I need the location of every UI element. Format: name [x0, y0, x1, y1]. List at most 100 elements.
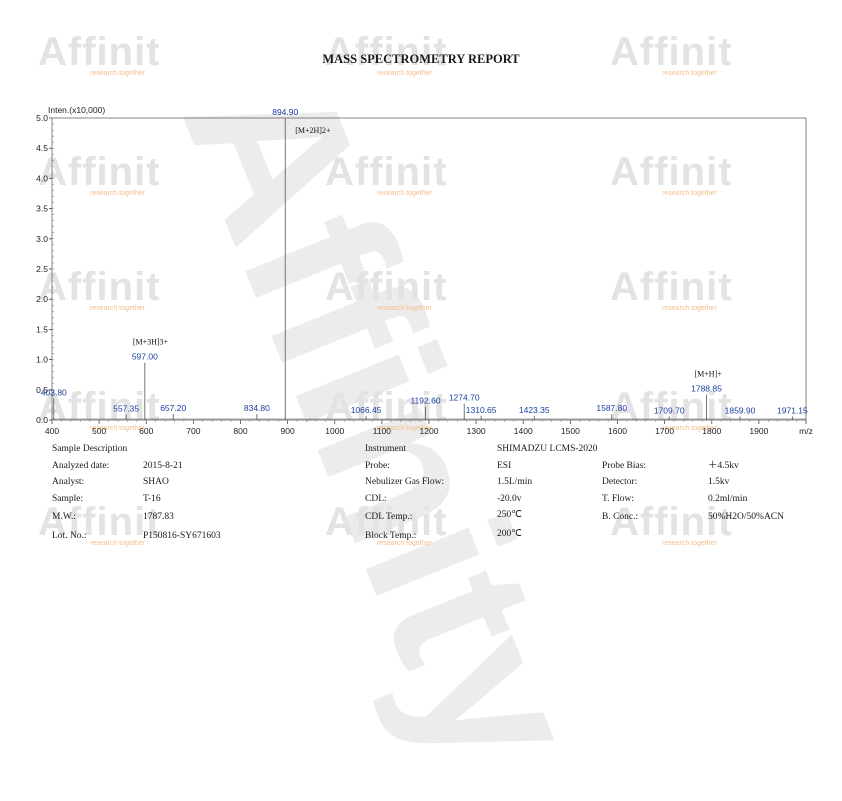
watermark-tagline: research together — [662, 70, 717, 77]
peak-label: 597.00 — [132, 352, 158, 362]
watermark-logo: Affinit — [610, 150, 733, 194]
cdl-label: CDL: — [365, 494, 387, 504]
y-tick-label: 4.5 — [36, 143, 48, 153]
probe-value: ESI — [497, 461, 512, 471]
watermark-tagline: research together — [662, 425, 717, 432]
sample-label: Sample: — [52, 494, 84, 504]
chart-labels: 403.80 557.35 597.00 657.20 834.80 894.90 1066… — [41, 107, 808, 415]
sample-value: T-16 — [143, 494, 161, 504]
peak-annotation: [M+2H]2+ — [295, 126, 331, 135]
peak-annotation: [M+H]+ — [694, 370, 722, 379]
peak-label: 557.35 — [113, 404, 139, 414]
watermark-logo: Affinit — [610, 30, 733, 74]
watermark-tagline: research together — [662, 540, 717, 547]
peak-label: 834.80 — [244, 403, 270, 413]
watermark-tagline: research together — [377, 425, 432, 432]
t-flow-label: T. Flow: — [602, 494, 635, 504]
detector-label: Detector: — [602, 477, 638, 487]
mw-label: M.W.: — [52, 512, 76, 522]
lot-no-label: Lot. No.: — [52, 531, 87, 541]
y-tick-label: 1.0 — [36, 355, 48, 365]
x-tick-label: 1700 — [655, 426, 674, 436]
watermark-logo: Affinit — [325, 265, 448, 309]
y-tick-label: 2.0 — [36, 294, 48, 304]
block-temp-label: Block Temp.: — [365, 531, 417, 541]
instrument-heading: Instrument — [365, 444, 407, 454]
x-tick-label: 400 — [45, 426, 59, 436]
x-tick-label: 1000 — [325, 426, 344, 436]
y-tick-label: 4.0 — [36, 173, 48, 183]
instrument-model: SHIMADZU LCMS-2020 — [497, 444, 598, 454]
x-tick-label: m/z — [799, 426, 813, 436]
watermark-tagline: research together — [662, 305, 717, 312]
watermark-tagline: research together — [662, 190, 717, 197]
t-flow-value: 0.2ml/min — [708, 494, 748, 504]
analyzed-date-label: Analyzed date: — [52, 461, 110, 471]
chart-peaks — [52, 118, 806, 420]
b-conc-label: B. Conc.: — [602, 512, 639, 522]
x-tick-label: 1800 — [702, 426, 721, 436]
peak-label: 1971.15 — [777, 405, 808, 415]
watermark-logo: Affinit — [38, 150, 161, 194]
report-title: MASS SPECTROMETRY REPORT — [322, 52, 520, 66]
y-tick-label: 0.0 — [36, 415, 48, 425]
x-tick-label: 1900 — [749, 426, 768, 436]
peak-label: 403.80 — [41, 387, 67, 397]
peak-label: 1788.85 — [691, 384, 722, 394]
x-tick-label: 500 — [92, 426, 106, 436]
x-tick-label: 700 — [186, 426, 200, 436]
peak-label: 1310.65 — [466, 405, 497, 415]
b-conc-value: 50%H2O/50%ACN — [708, 512, 784, 522]
peak-annotation: [M+3H]3+ — [133, 338, 169, 347]
nebulizer-gas-flow-value: 1.5L/min — [497, 477, 533, 487]
watermark-tagline: research together — [377, 70, 432, 77]
lot-no-value: P150816-SY671603 — [143, 531, 221, 541]
analyzed-date-value: 2015-8-21 — [143, 461, 183, 471]
y-tick-label: 1.5 — [36, 324, 48, 334]
watermark-logo: Affinit — [610, 500, 733, 544]
chart-axes: 0.0 0.5 1.0 1.5 2.0 2.5 3.0 3.5 4.0 4.5 5.0 400 500 6… — [36, 105, 813, 436]
watermark-logo: Affinit — [610, 265, 733, 309]
x-tick-label: 1300 — [467, 426, 486, 436]
watermark-logo: Affinit — [325, 150, 448, 194]
x-tick-label: 600 — [139, 426, 153, 436]
watermark-logo: Affinit — [38, 500, 161, 544]
peak-label: 1192.60 — [410, 396, 440, 406]
probe-bias-label: Probe Bias: — [602, 461, 647, 471]
x-tick-label: 800 — [233, 426, 247, 436]
watermark-logo: Affinit — [325, 500, 448, 544]
probe-label: Probe: — [365, 461, 390, 471]
y-tick-label: 3.0 — [36, 234, 48, 244]
analyst-value: SHAO — [143, 477, 169, 487]
watermark-logo: Affinit — [38, 30, 161, 74]
peak-label: 1423.35 — [519, 405, 550, 415]
detector-value: 1.5kv — [708, 477, 730, 487]
peak-label: 894.90 — [272, 107, 298, 117]
y-axis-title: Inten.(x10,000) — [48, 105, 105, 115]
watermark-tagline: research together — [377, 540, 432, 547]
plot-frame — [51, 117, 807, 421]
y-tick-label: 5.0 — [36, 113, 48, 123]
peak-label: 657.20 — [160, 403, 186, 413]
mw-value: 1787.83 — [143, 512, 174, 522]
peak-label: 1587.80 — [596, 403, 627, 413]
cdl-temp-value: 250℃ — [497, 510, 522, 520]
x-tick-label: 1600 — [608, 426, 627, 436]
sample-heading: Sample Description — [52, 444, 128, 454]
probe-bias-value: ＋4.5kv — [708, 461, 739, 471]
watermark-tagline: research together — [377, 305, 432, 312]
peak-label: 1859.90 — [725, 405, 756, 415]
watermark-tagline: research together — [90, 305, 145, 312]
watermark-tagline: research together — [377, 190, 432, 197]
analyst-label: Analyst: — [52, 477, 85, 487]
y-tick-label: 0.5 — [36, 385, 48, 395]
peak-label: 1274.70 — [449, 393, 480, 403]
peak-label: 1709.70 — [654, 405, 685, 415]
watermark-tagline: research together — [90, 70, 145, 77]
watermark-logo: Affinit — [325, 385, 448, 429]
watermark-tagline: research together — [90, 425, 145, 432]
watermark-tagline: research together — [90, 190, 145, 197]
x-tick-label: 1500 — [561, 426, 580, 436]
x-tick-label: 1200 — [420, 426, 439, 436]
y-tick-label: 3.5 — [36, 204, 48, 214]
